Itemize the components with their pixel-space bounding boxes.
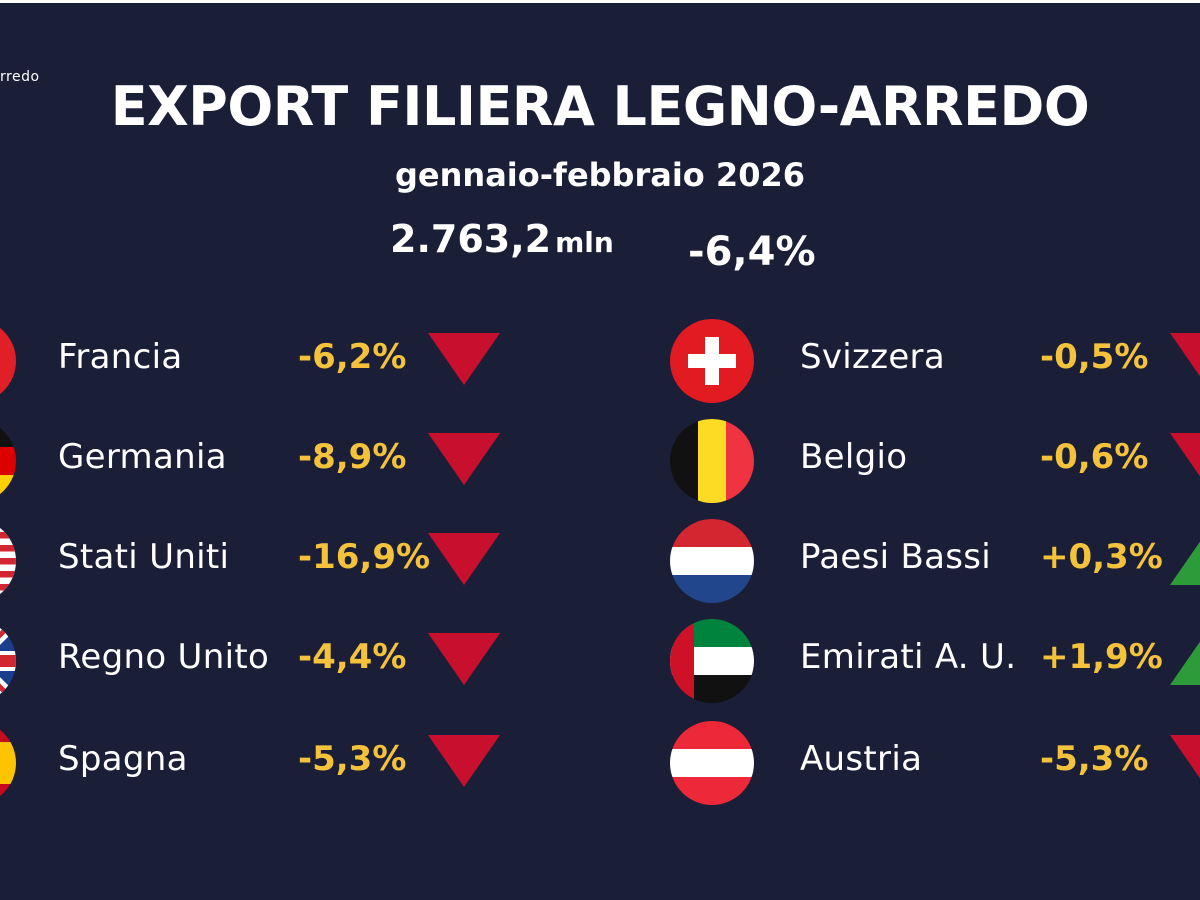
uk-flag-icon [0, 619, 16, 703]
country-name: Francia [58, 337, 183, 377]
down-arrow-icon [428, 333, 500, 385]
country-name: Regno Unito [58, 637, 270, 677]
down-arrow-icon [428, 633, 500, 685]
country-row-svizzera: Svizzera -0,5% [670, 319, 1200, 403]
total-value-number: 2.763,2 [390, 217, 552, 261]
down-arrow-icon [428, 735, 500, 787]
change-percent: -16,9% [298, 537, 431, 577]
netherlands-flag-icon [670, 519, 754, 603]
country-row-belgio: Belgio -0,6% [670, 419, 1200, 503]
country-name: Stati Uniti [58, 537, 230, 577]
country-name: Austria [800, 739, 923, 779]
switzerland-flag-icon [670, 319, 754, 403]
france-flag-icon [0, 319, 16, 403]
change-percent: +0,3% [1040, 537, 1163, 577]
country-name: Emirati A. U. [800, 637, 1017, 677]
change-percent: -6,2% [298, 337, 407, 377]
total-change: -6,4% [688, 229, 816, 275]
logo-fragment: rredo [0, 69, 40, 85]
country-name: Paesi Bassi [800, 537, 992, 577]
spain-flag-icon [0, 721, 16, 805]
country-name: Spagna [58, 739, 188, 779]
country-row-austria: Austria -5,3% [670, 721, 1200, 805]
down-arrow-icon [1170, 735, 1200, 787]
total-export-value: 2.763,2 mln [390, 217, 614, 261]
belgium-flag-icon [670, 419, 754, 503]
change-percent: -4,4% [298, 637, 407, 677]
country-name: Belgio [800, 437, 908, 477]
country-row-francia: Francia -6,2% [0, 319, 600, 403]
country-row-stati-uniti: Stati Uniti -16,9% [0, 519, 600, 603]
up-arrow-icon [1170, 633, 1200, 685]
up-arrow-icon [1170, 533, 1200, 585]
change-percent: -8,9% [298, 437, 407, 477]
country-row-spagna: Spagna -5,3% [0, 721, 600, 805]
change-percent: -0,5% [1040, 337, 1149, 377]
germany-flag-icon [0, 419, 16, 503]
down-arrow-icon [428, 433, 500, 485]
down-arrow-icon [428, 533, 500, 585]
slide: rredo EXPORT FILIERA LEGNO-ARREDO gennai… [0, 3, 1200, 900]
country-name: Svizzera [800, 337, 945, 377]
total-value-unit: mln [555, 226, 614, 259]
austria-flag-icon [670, 721, 754, 805]
down-arrow-icon [1170, 433, 1200, 485]
country-row-regno-unito: Regno Unito -4,4% [0, 619, 600, 703]
change-percent: +1,9% [1040, 637, 1163, 677]
country-row-germania: Germania -8,9% [0, 419, 600, 503]
period-subtitle: gennaio-febbraio 2026 [395, 156, 805, 194]
country-name: Germania [58, 437, 227, 477]
change-percent: -5,3% [298, 739, 407, 779]
country-row-emirati: Emirati A. U. +1,9% [670, 619, 1200, 703]
country-row-paesi-bassi: Paesi Bassi +0,3% [670, 519, 1200, 603]
uae-flag-icon [670, 619, 754, 703]
down-arrow-icon [1170, 333, 1200, 385]
change-percent: -0,6% [1040, 437, 1149, 477]
usa-flag-icon [0, 519, 16, 603]
page-title: EXPORT FILIERA LEGNO-ARREDO [110, 75, 1090, 138]
change-percent: -5,3% [1040, 739, 1149, 779]
